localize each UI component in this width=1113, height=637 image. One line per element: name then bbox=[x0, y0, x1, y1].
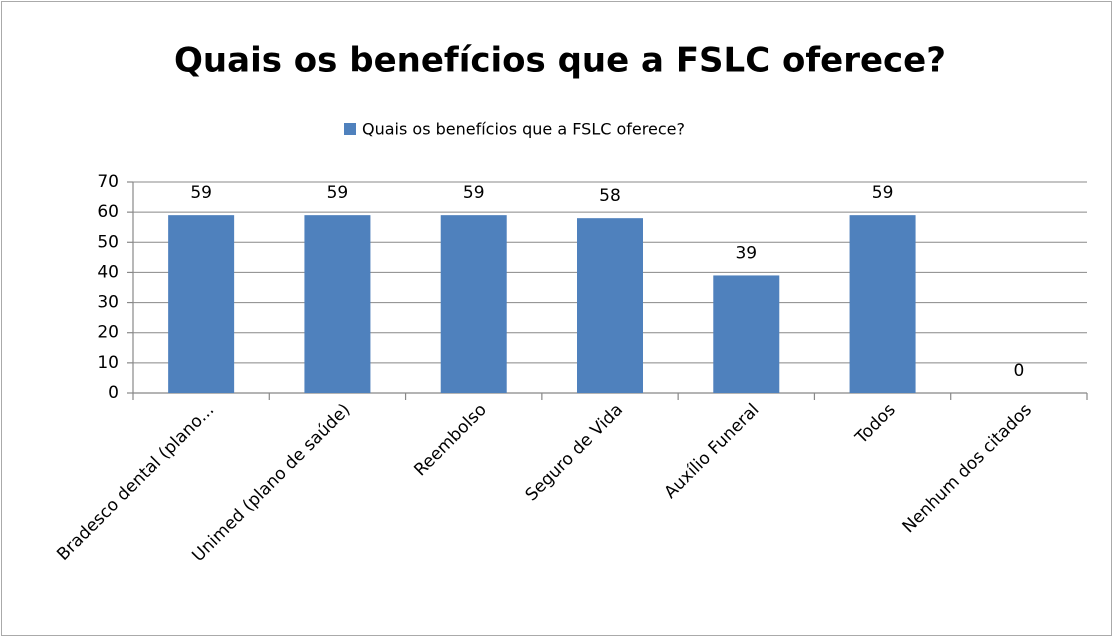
chart-title: Quais os benefícios que a FSLC oferece? bbox=[174, 41, 946, 81]
data-label: 58 bbox=[599, 186, 621, 206]
bar bbox=[168, 215, 235, 393]
bar bbox=[304, 215, 371, 393]
y-tick-label: 60 bbox=[97, 202, 119, 222]
y-tick-label: 30 bbox=[97, 293, 119, 313]
bar bbox=[849, 215, 916, 393]
y-tick-label: 10 bbox=[97, 353, 119, 373]
data-label: 59 bbox=[463, 183, 485, 203]
bar bbox=[440, 215, 507, 393]
data-label: 0 bbox=[1013, 361, 1024, 381]
y-tick-label: 50 bbox=[97, 232, 119, 252]
bar bbox=[713, 275, 780, 393]
y-tick-label: 40 bbox=[97, 262, 119, 282]
data-label: 59 bbox=[327, 183, 349, 203]
data-label: 59 bbox=[190, 183, 212, 203]
data-label: 59 bbox=[872, 183, 894, 203]
y-tick-label: 70 bbox=[97, 172, 119, 192]
y-tick-label: 0 bbox=[108, 383, 119, 403]
legend-label: Quais os benefícios que a FSLC oferece? bbox=[362, 120, 685, 139]
data-label: 39 bbox=[735, 243, 757, 263]
legend-swatch bbox=[344, 123, 356, 135]
y-tick-label: 20 bbox=[97, 323, 119, 343]
bar bbox=[577, 218, 643, 393]
